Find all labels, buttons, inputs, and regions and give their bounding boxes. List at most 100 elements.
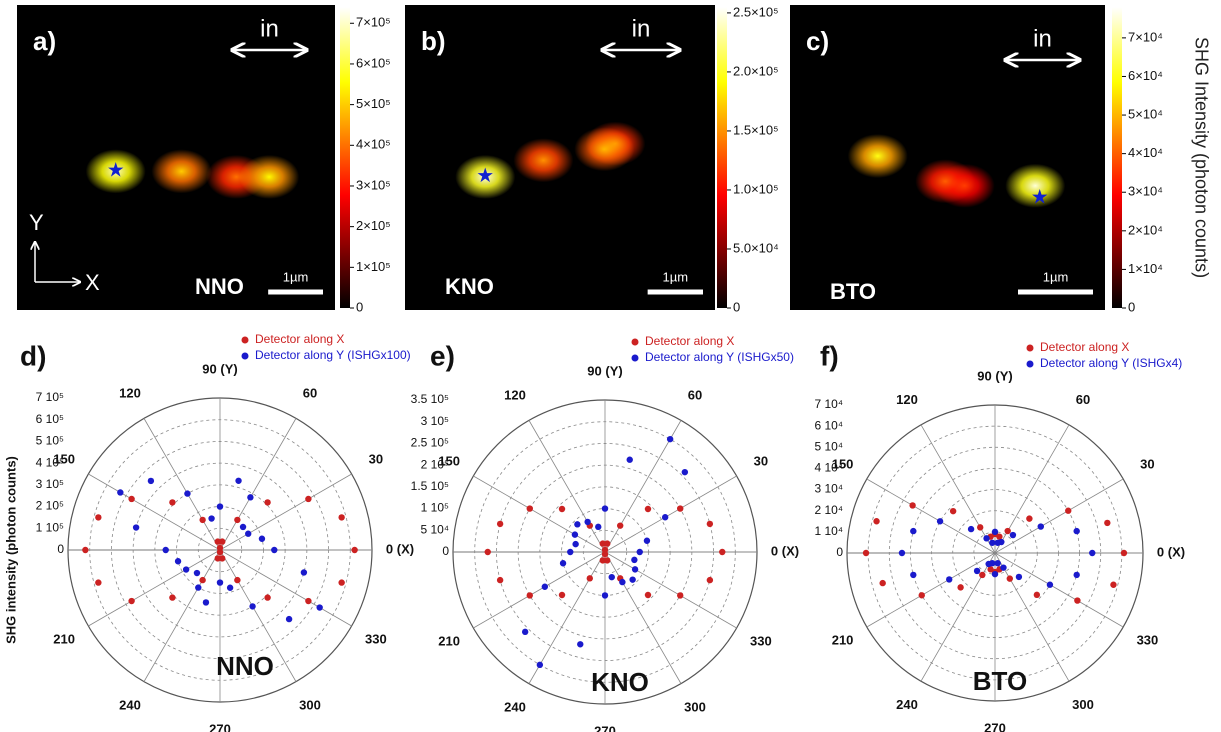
legend-label: Detector along Y (ISHGx50) xyxy=(645,350,794,364)
radial-tick-label: 2.5 10⁵ xyxy=(411,436,449,450)
data-point xyxy=(910,527,917,535)
data-point xyxy=(643,537,651,544)
data-point xyxy=(199,516,206,524)
angle-tick-label: 0 (X) xyxy=(1157,544,1185,559)
data-point xyxy=(898,549,906,557)
data-point xyxy=(208,515,215,522)
data-point xyxy=(979,571,986,579)
data-point xyxy=(234,576,241,584)
colorbar-tick-label: 4×10⁵ xyxy=(356,137,391,152)
data-point xyxy=(536,661,544,669)
data-point xyxy=(184,490,191,497)
data-point xyxy=(214,555,221,562)
data-point xyxy=(574,521,581,528)
data-point xyxy=(162,546,169,554)
data-point xyxy=(1015,573,1023,581)
data-point xyxy=(1065,507,1072,514)
data-point xyxy=(631,566,639,573)
data-point xyxy=(128,597,135,605)
data-point xyxy=(604,557,611,564)
angle-tick-label: 30 xyxy=(1140,456,1154,471)
colorbar xyxy=(1112,7,1122,308)
data-point xyxy=(338,579,345,586)
arrow-label: in xyxy=(1033,25,1052,52)
data-point xyxy=(626,456,633,463)
angle-grid xyxy=(219,549,352,627)
data-point xyxy=(169,499,176,506)
data-point xyxy=(216,579,224,586)
data-point xyxy=(936,518,944,525)
colorbar-tick-label: 6×10⁴ xyxy=(1128,68,1163,83)
legend-label: Detector along X xyxy=(255,332,344,346)
angle-tick-label: 150 xyxy=(53,451,75,466)
data-point xyxy=(967,525,975,533)
colorbar-tick-label: 1.5×10⁵ xyxy=(733,122,779,137)
data-point xyxy=(949,507,957,515)
polar-panel: 0 1 10⁴ 2 10⁴ 3 10⁴ 4 10⁴ 5 10⁴ 6 10⁴ 7 10⁴ 0 (X… xyxy=(814,340,1185,732)
colorbar-tick-label: 2×10⁵ xyxy=(356,218,391,233)
data-point xyxy=(636,548,643,556)
data-point xyxy=(202,599,210,606)
angle-grid xyxy=(143,418,221,551)
data-point xyxy=(644,591,652,599)
radial-tick-label: 1 10⁵ xyxy=(36,520,64,534)
radial-tick-label: 3 10⁴ xyxy=(814,482,843,496)
data-point xyxy=(608,573,615,581)
angle-tick-label: 90 (Y) xyxy=(977,368,1012,383)
colorbar-tick-label: 2.0×10⁵ xyxy=(733,63,779,78)
data-point xyxy=(644,505,652,513)
data-point xyxy=(918,592,925,599)
angle-grid xyxy=(528,551,606,684)
data-point xyxy=(983,535,990,542)
data-point xyxy=(521,628,529,636)
data-point xyxy=(174,558,182,565)
data-point xyxy=(95,514,102,521)
data-point xyxy=(1009,531,1017,539)
data-point xyxy=(989,539,996,546)
scale-bar-label: 1µm xyxy=(283,269,309,284)
legend-marker xyxy=(1026,360,1034,368)
data-point xyxy=(994,560,1001,567)
data-point xyxy=(909,502,916,509)
data-point xyxy=(234,516,241,524)
polar-panel: 0 1 10⁵ 2 10⁵ 3 10⁵ 4 10⁵ 5 10⁵ 6 10⁵ 7 10⁵ 0 (X… xyxy=(3,332,414,732)
angle-grid xyxy=(528,420,606,553)
axis-label: X xyxy=(85,270,100,295)
radial-tick-label: 5 10⁴ xyxy=(420,522,449,536)
colorbar-tick-label: 0 xyxy=(733,299,740,314)
star-marker: ★ xyxy=(1031,187,1049,209)
data-point xyxy=(147,477,155,485)
radial-tick-label: 7 10⁴ xyxy=(814,397,843,411)
angle-grid xyxy=(604,420,682,553)
angle-grid xyxy=(473,475,606,553)
colorbar xyxy=(717,7,727,308)
data-point xyxy=(128,495,135,503)
data-point xyxy=(577,641,584,648)
radial-tick-label: 7 10⁵ xyxy=(36,390,64,404)
data-point xyxy=(285,615,293,623)
material-label: BTO xyxy=(973,666,1027,696)
data-point xyxy=(677,592,684,599)
data-point xyxy=(216,548,224,556)
angle-grid xyxy=(994,552,1070,682)
data-point xyxy=(1033,591,1041,599)
angle-tick-label: 90 (Y) xyxy=(202,361,237,376)
data-point xyxy=(264,499,271,506)
panel-letter: d) xyxy=(20,340,46,371)
panel-letter: b) xyxy=(421,26,446,56)
data-point xyxy=(910,571,917,579)
panel-letter: a) xyxy=(33,26,56,56)
angle-grid xyxy=(219,418,297,551)
data-point xyxy=(305,597,312,605)
data-point xyxy=(991,528,999,536)
data-point xyxy=(1089,549,1096,557)
data-point xyxy=(1120,549,1128,557)
data-point xyxy=(1000,564,1007,571)
legend-marker xyxy=(1026,344,1034,352)
angle-tick-label: 90 (Y) xyxy=(587,363,622,378)
angle-grid xyxy=(994,478,1124,554)
heatmap-panel: ★ c) BTO in 1µm 0 1×10⁴ 2×10⁴ 3×10⁴ 4×10⁴ 5×10⁴ 6×1… xyxy=(790,5,1211,314)
data-point xyxy=(1073,571,1080,579)
data-point xyxy=(946,576,953,583)
